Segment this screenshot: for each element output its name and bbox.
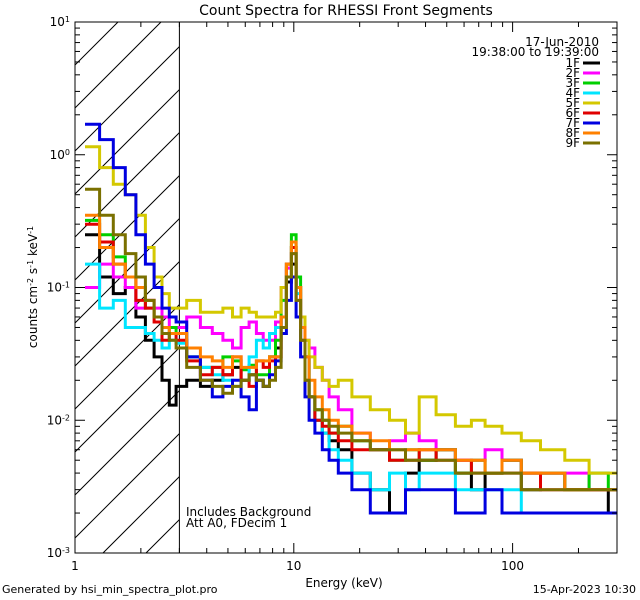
annotation-background: Includes Background: [186, 505, 311, 519]
x-tick-label: 1: [71, 559, 79, 573]
date-label: 17-Jun-2010: [525, 35, 599, 49]
x-tick-label: 10: [286, 559, 301, 573]
hatched-region: [74, 21, 180, 554]
series-line-9f: [85, 187, 617, 492]
y-tick-label: 10-3: [47, 546, 70, 561]
y-label-base: counts cm: [26, 286, 40, 348]
y-axis-label: counts cm-2 s-1 keV-1: [26, 226, 41, 348]
time-range-label: 19:38:00 to 19:39:00: [472, 45, 599, 59]
annotation-attenuator: Att A0, FDecim 1: [186, 516, 287, 530]
y-label-exp3: -1: [26, 226, 35, 234]
y-tick-label: 10-2: [47, 413, 70, 428]
legend-label-1f: 1F: [565, 56, 580, 70]
y-label-exp1: -2: [26, 278, 35, 286]
x-tick-label: 100: [501, 559, 524, 573]
legend-label-4f: 4F: [565, 86, 580, 100]
footer-generated-by: Generated by hsi_min_spectra_plot.pro: [2, 583, 218, 596]
y-tick-label: 10-1: [47, 280, 70, 295]
chart-title: Count Spectra for RHESSI Front Segments: [199, 3, 493, 19]
legend-label-8f: 8F: [565, 126, 580, 140]
legend-label-3f: 3F: [565, 76, 580, 90]
legend-label-9f: 9F: [565, 136, 580, 150]
legend-label-7f: 7F: [565, 116, 580, 130]
y-tick-label: 101: [50, 15, 70, 30]
y-tick-label: 100: [50, 147, 70, 162]
series-layer: [85, 122, 617, 515]
y-label-mid2: keV: [26, 233, 40, 260]
axes: 1 10 100 10-3 10-2 10-1 100 101: [47, 15, 618, 573]
x-axis-label: Energy (keV): [305, 576, 382, 590]
legend-label-5f: 5F: [565, 96, 580, 110]
series-line-2f: [85, 252, 617, 492]
y-label-exp2: -1: [26, 260, 35, 268]
legend-label-2f: 2F: [565, 66, 580, 80]
y-label-mid1: s: [26, 268, 40, 278]
series-line-5f: [85, 145, 617, 475]
legend-label-6f: 6F: [565, 106, 580, 120]
footer-timestamp: 15-Apr-2023 10:30: [532, 583, 636, 596]
series-line-1f: [85, 233, 617, 515]
